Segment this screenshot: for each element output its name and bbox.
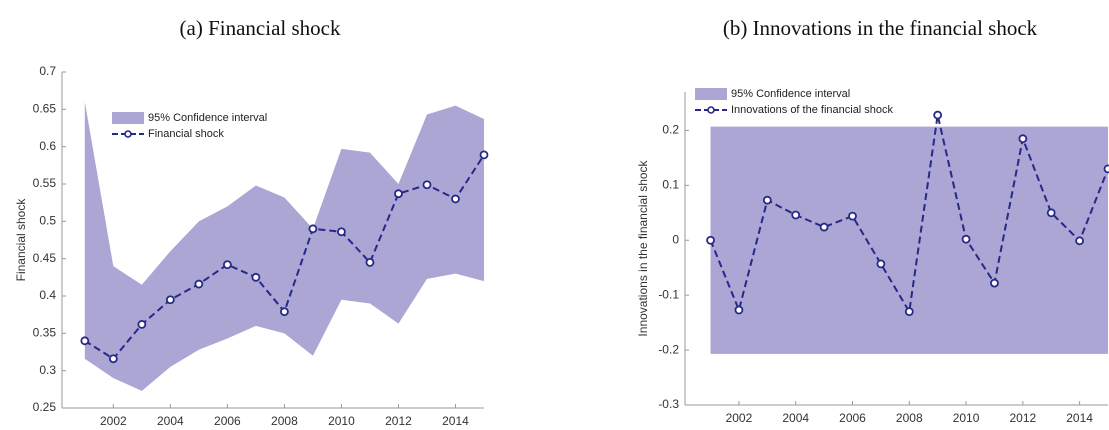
point <box>933 110 943 120</box>
y-tick-label: 0.3 <box>39 363 56 377</box>
point <box>365 257 375 267</box>
y-tick-label: 0.1 <box>662 178 679 192</box>
point <box>394 189 403 199</box>
x-tick-label: 2012 <box>1009 411 1036 425</box>
y-tick-label: 0.55 <box>33 176 57 190</box>
point <box>80 336 90 346</box>
chart-title: (a) Financial shock <box>180 16 341 40</box>
point <box>706 235 715 245</box>
x-tick-label: 2010 <box>328 414 355 428</box>
point <box>137 319 147 329</box>
point <box>337 227 346 237</box>
point <box>1046 208 1056 218</box>
x-tick-label: 2012 <box>385 414 412 428</box>
point <box>308 224 318 234</box>
y-tick-label: 0.45 <box>33 251 57 265</box>
point <box>904 307 914 317</box>
point <box>222 260 232 270</box>
x-tick-label: 2006 <box>839 411 866 425</box>
legend-label: Innovations of the financial shock <box>731 104 894 116</box>
legend-marker <box>707 106 715 114</box>
x-tick-label: 2004 <box>157 414 184 428</box>
legend-label: Financial shock <box>148 128 224 140</box>
x-tick-label: 2004 <box>782 411 809 425</box>
x-tick-label: 2010 <box>953 411 980 425</box>
point <box>848 211 857 221</box>
y-tick-label: 0.25 <box>33 400 57 414</box>
point <box>1103 164 1109 174</box>
y-tick-label: 0.4 <box>39 288 56 302</box>
y-axis-label: Innovations in the financial shock <box>636 159 650 336</box>
series-line <box>709 114 1109 315</box>
point <box>876 259 886 269</box>
y-tick-label: -0.3 <box>658 397 679 411</box>
x-tick-label: 2002 <box>100 414 127 428</box>
y-tick-label: 0.6 <box>39 139 56 153</box>
x-tick-label: 2002 <box>726 411 753 425</box>
y-tick-label: -0.2 <box>658 342 679 356</box>
x-tick-label: 2008 <box>271 414 298 428</box>
point <box>1018 134 1028 144</box>
y-tick-label: 0.7 <box>39 64 56 78</box>
y-axis-label: Financial shock <box>14 198 28 282</box>
legend-marker <box>124 130 132 138</box>
y-tick-label: 0.65 <box>33 102 57 116</box>
point <box>819 222 829 232</box>
x-tick-label: 2014 <box>442 414 469 428</box>
legend-label: 95% Confidence interval <box>148 112 267 124</box>
y-tick-label: 0.35 <box>33 326 57 340</box>
x-tick-label: 2006 <box>214 414 241 428</box>
legend-label: 95% Confidence interval <box>731 88 850 100</box>
point <box>791 210 801 220</box>
point <box>280 307 289 317</box>
point <box>165 295 175 305</box>
point <box>108 354 118 364</box>
legend-swatch <box>112 112 144 124</box>
point <box>451 194 460 204</box>
y-tick-label: -0.1 <box>658 287 679 301</box>
confidence-band <box>84 101 484 391</box>
point <box>762 195 772 205</box>
point <box>422 180 432 190</box>
point <box>734 305 744 315</box>
point <box>479 150 489 160</box>
point <box>194 279 204 289</box>
y-tick-label: 0.5 <box>39 214 56 228</box>
y-tick-label: 0.2 <box>662 123 679 137</box>
y-tick-label: 0 <box>672 232 679 246</box>
x-tick-label: 2008 <box>896 411 923 425</box>
point <box>1075 236 1085 246</box>
point <box>990 278 999 288</box>
legend-swatch <box>695 88 727 100</box>
chart-title: (b) Innovations in the financial shock <box>723 16 1038 40</box>
point <box>961 234 971 244</box>
point <box>251 272 261 282</box>
confidence-band <box>710 126 1108 354</box>
x-tick-label: 2014 <box>1066 411 1093 425</box>
